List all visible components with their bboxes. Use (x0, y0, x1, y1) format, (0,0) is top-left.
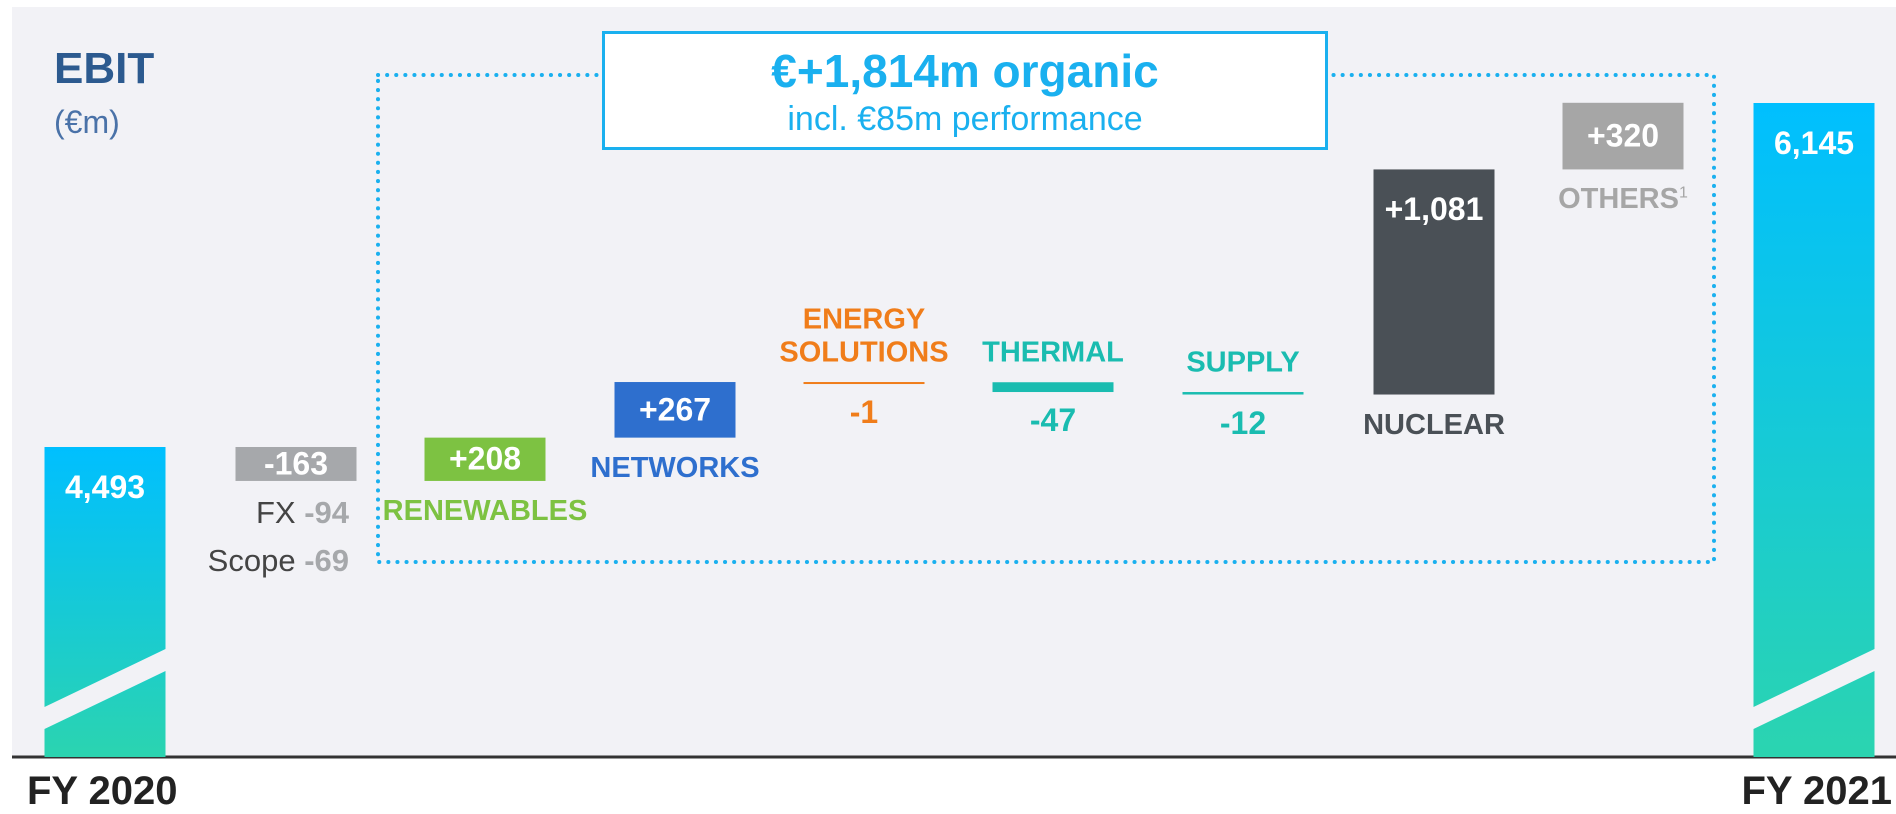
category-label: SUPPLY (1186, 346, 1300, 379)
value-label: -12 (1219, 404, 1267, 441)
annotation-headline: €+1,814m organic (771, 45, 1159, 97)
breakdown-value: -69 (304, 543, 349, 578)
chart-subtitle: (€m) (54, 104, 120, 140)
footnote-marker: 1 (1678, 184, 1688, 202)
axis-break (1753, 649, 1875, 729)
category-label: NUCLEAR (1363, 408, 1505, 441)
breakdown-row: Scope -69 (208, 543, 349, 579)
breakdown-name: FX (255, 495, 296, 530)
value-label: -163 (263, 445, 329, 482)
x-tick-label: FY 2020 (27, 769, 178, 813)
category-label: THERMAL (982, 336, 1124, 369)
bar (614, 382, 736, 438)
bar (424, 437, 546, 481)
value-label: -47 (1029, 402, 1077, 439)
x-tick-label: FY 2021 (1741, 769, 1893, 813)
value-label: +320 (1586, 117, 1660, 154)
chart-title: EBIT (54, 44, 155, 93)
bar (803, 382, 925, 385)
bar (1753, 103, 1875, 757)
category-label: NETWORKS (590, 451, 760, 484)
value-label: 4,493 (64, 469, 146, 505)
annotation-detail: incl. €85m performance (787, 100, 1143, 138)
breakdown-row: FX -94 (256, 495, 349, 531)
bar (1562, 102, 1684, 170)
breakdown-name: Scope (207, 543, 296, 578)
category-label-group: OTHERS1 (1558, 183, 1688, 216)
organic-frame (376, 73, 1716, 564)
bar (1182, 392, 1304, 395)
bar (992, 382, 1114, 393)
category-label: ENERGY SOLUTIONS (779, 303, 949, 369)
value-label: +208 (448, 440, 522, 477)
annotation-box: €+1,814m organic incl. €85m performance (602, 31, 1328, 150)
value-label: +1,081 (1384, 191, 1484, 228)
breakdown-value: -94 (304, 495, 349, 530)
value-label: 6,145 (1773, 125, 1855, 161)
bar (1373, 169, 1495, 395)
value-label: -1 (849, 394, 879, 431)
value-label: +267 (638, 391, 712, 428)
category-label: OTHERS (1558, 183, 1679, 216)
axis-break (44, 649, 166, 729)
category-label: RENEWABLES (382, 494, 588, 527)
bar (235, 447, 357, 481)
